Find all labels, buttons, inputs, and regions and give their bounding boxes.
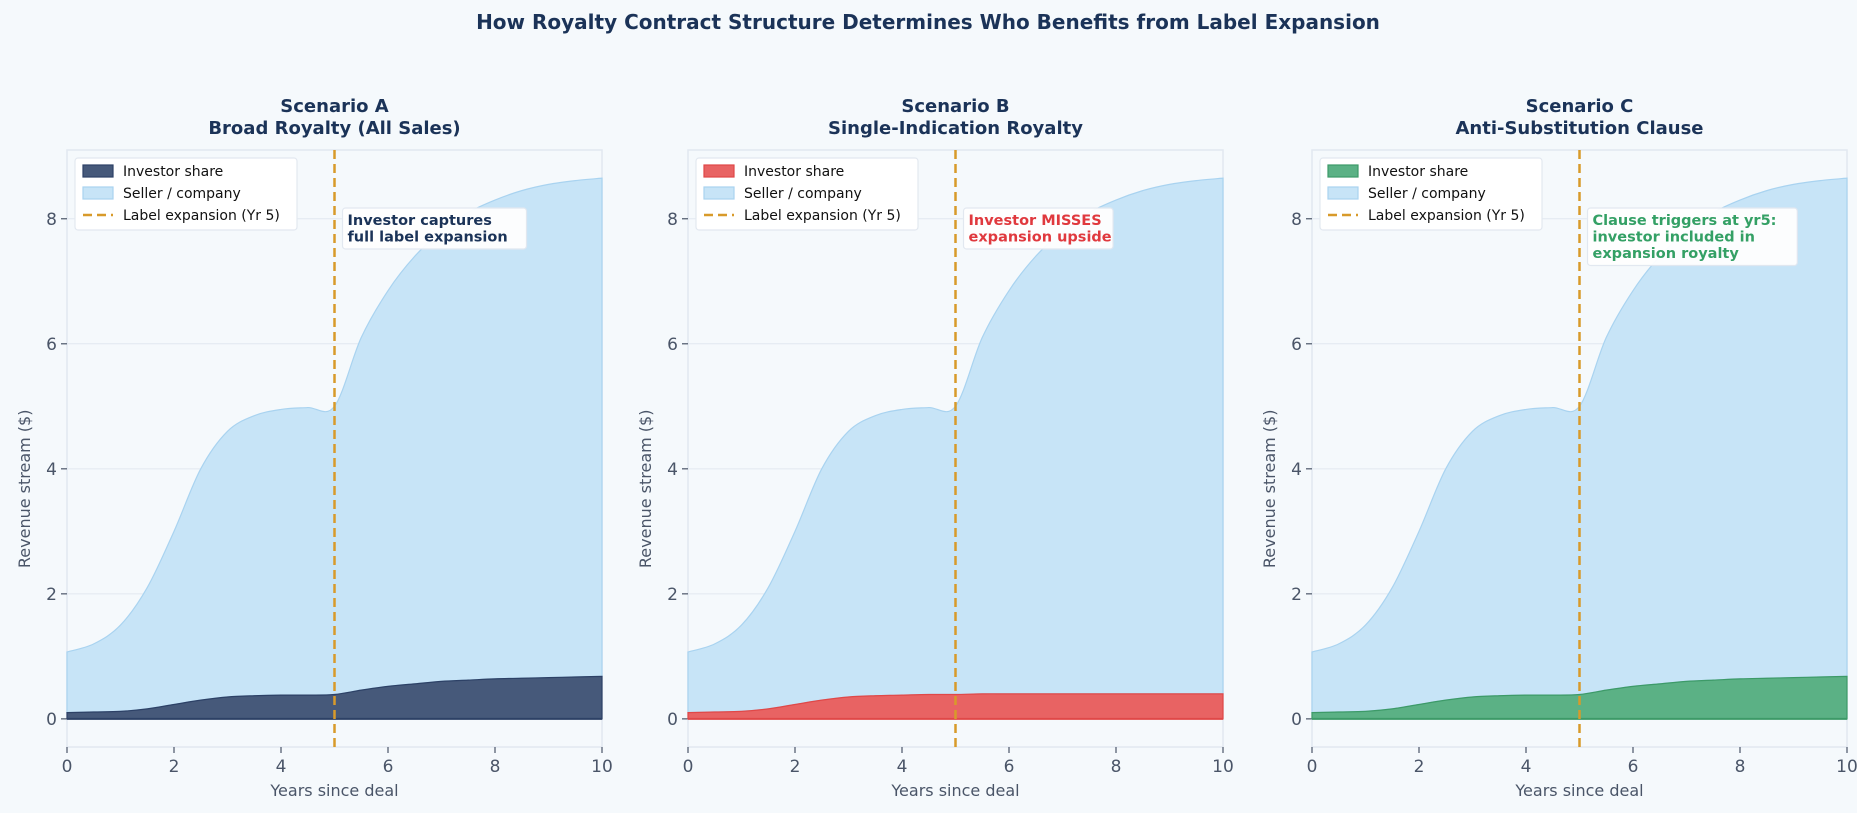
annotation-text: full label expansion [348, 230, 508, 246]
legend-swatch-investor [82, 164, 114, 178]
x-tick-label: 10 [1212, 757, 1234, 777]
legend-swatch-investor [1327, 164, 1359, 178]
x-tick-label: 6 [383, 757, 394, 777]
panel-title-line2: Broad Royalty (All Sales) [208, 118, 460, 139]
legend-label-expansion: Label expansion (Yr 5) [123, 208, 280, 224]
y-tick-label: 6 [46, 335, 57, 355]
y-tick-label: 0 [46, 710, 57, 730]
x-tick-label: 10 [591, 757, 613, 777]
annotation-text: Investor captures [348, 213, 492, 229]
legend-label-seller: Seller / company [744, 186, 862, 202]
y-tick-label: 4 [46, 460, 57, 480]
legend-box [74, 157, 298, 231]
x-tick-label: 6 [1628, 757, 1639, 777]
panel-title-line1: Scenario A [280, 96, 388, 117]
figure-title: How Royalty Contract Structure Determine… [476, 10, 1380, 34]
y-tick-label: 2 [1291, 585, 1302, 605]
y-tick-label: 4 [667, 460, 678, 480]
x-tick-label: 2 [790, 757, 801, 777]
legend-label-seller: Seller / company [123, 186, 241, 202]
legend-label-expansion: Label expansion (Yr 5) [1368, 208, 1525, 224]
legend-label-investor: Investor share [123, 164, 223, 180]
legend-label-investor: Investor share [1368, 164, 1468, 180]
x-tick-label: 0 [62, 757, 73, 777]
x-tick-label: 4 [1521, 757, 1532, 777]
annotation-text: expansion upside [969, 230, 1112, 246]
panel-title-line1: Scenario B [901, 96, 1009, 117]
x-axis-label: Years since deal [890, 781, 1019, 800]
legend-box [695, 157, 919, 231]
x-tick-label: 4 [276, 757, 287, 777]
annotation-text: Investor MISSES [969, 213, 1102, 229]
annotation-text: Clause triggers at yr5: [1593, 213, 1777, 229]
y-tick-label: 8 [667, 210, 678, 230]
x-tick-label: 0 [1307, 757, 1318, 777]
panel-title-line2: Single-Indication Royalty [828, 118, 1083, 139]
y-tick-label: 8 [46, 210, 57, 230]
investor-area [687, 693, 1224, 720]
legend-box [1319, 157, 1543, 231]
x-tick-label: 8 [1111, 757, 1122, 777]
x-tick-label: 2 [1414, 757, 1425, 777]
y-tick-label: 6 [667, 335, 678, 355]
y-tick-label: 6 [1291, 335, 1302, 355]
y-tick-label: 0 [1291, 710, 1302, 730]
legend-label-expansion: Label expansion (Yr 5) [744, 208, 901, 224]
annotation-box [341, 207, 528, 250]
legend-swatch-seller [703, 186, 735, 200]
panel-title-line1: Scenario C [1526, 96, 1634, 117]
x-tick-label: 4 [897, 757, 908, 777]
legend-label-seller: Seller / company [1368, 186, 1486, 202]
y-tick-label: 4 [1291, 460, 1302, 480]
x-tick-label: 6 [1004, 757, 1015, 777]
annotation-box [1586, 207, 1798, 267]
x-tick-label: 8 [1735, 757, 1746, 777]
annotation-text: expansion royalty [1593, 246, 1740, 262]
y-axis-label: Revenue stream ($) [1260, 410, 1279, 569]
x-axis-label: Years since deal [1514, 781, 1643, 800]
y-tick-label: 2 [46, 585, 57, 605]
legend-swatch-investor [703, 164, 735, 178]
y-axis-label: Revenue stream ($) [636, 410, 655, 569]
panel-title-line2: Anti-Substitution Clause [1455, 118, 1703, 139]
x-tick-label: 10 [1836, 757, 1857, 777]
y-tick-label: 0 [667, 710, 678, 730]
x-tick-label: 0 [683, 757, 694, 777]
x-tick-label: 2 [169, 757, 180, 777]
legend-swatch-seller [1327, 186, 1359, 200]
legend-label-investor: Investor share [744, 164, 844, 180]
y-tick-label: 8 [1291, 210, 1302, 230]
x-tick-label: 8 [490, 757, 501, 777]
annotation-text: investor included in [1593, 230, 1755, 246]
x-axis-label: Years since deal [269, 781, 398, 800]
legend-swatch-seller [82, 186, 114, 200]
y-axis-label: Revenue stream ($) [15, 410, 34, 569]
y-tick-label: 2 [667, 585, 678, 605]
annotation-box [962, 207, 1114, 250]
